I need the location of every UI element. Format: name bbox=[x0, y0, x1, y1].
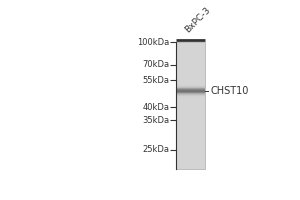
Text: 100kDa: 100kDa bbox=[137, 38, 169, 47]
Bar bbox=[176, 90, 205, 91]
Bar bbox=[176, 95, 205, 96]
Bar bbox=[176, 97, 205, 98]
Text: 40kDa: 40kDa bbox=[142, 103, 169, 112]
Text: CHST10: CHST10 bbox=[211, 86, 249, 96]
Bar bbox=[176, 88, 205, 89]
Bar bbox=[176, 86, 205, 87]
Bar bbox=[176, 92, 205, 93]
Text: 70kDa: 70kDa bbox=[142, 60, 169, 69]
Text: 35kDa: 35kDa bbox=[142, 116, 169, 125]
Bar bbox=[176, 83, 205, 84]
Bar bbox=[176, 91, 205, 92]
Bar bbox=[176, 42, 205, 169]
Bar bbox=[176, 94, 205, 95]
Bar bbox=[176, 84, 205, 85]
Text: BxPC-3: BxPC-3 bbox=[183, 6, 212, 35]
Bar bbox=[176, 96, 205, 97]
Bar bbox=[176, 98, 205, 99]
Text: 25kDa: 25kDa bbox=[142, 145, 169, 154]
Bar bbox=[176, 85, 205, 86]
Bar bbox=[176, 87, 205, 88]
Text: 55kDa: 55kDa bbox=[142, 76, 169, 85]
Bar bbox=[176, 93, 205, 94]
Bar bbox=[176, 89, 205, 90]
